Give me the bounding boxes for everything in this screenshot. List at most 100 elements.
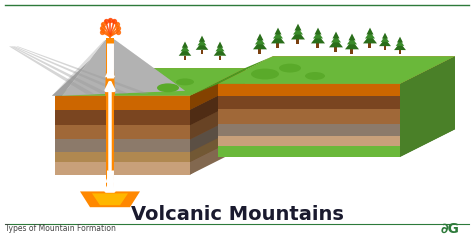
- Polygon shape: [218, 136, 400, 146]
- Polygon shape: [216, 45, 225, 51]
- Polygon shape: [255, 37, 265, 44]
- Polygon shape: [190, 82, 245, 125]
- Polygon shape: [218, 84, 400, 96]
- Polygon shape: [199, 36, 205, 42]
- Bar: [368, 43, 372, 48]
- Polygon shape: [80, 191, 140, 207]
- Polygon shape: [348, 34, 356, 41]
- Polygon shape: [274, 28, 282, 35]
- Ellipse shape: [176, 78, 194, 85]
- Polygon shape: [179, 48, 191, 56]
- Polygon shape: [13, 46, 129, 94]
- Polygon shape: [190, 56, 273, 96]
- Polygon shape: [400, 109, 455, 146]
- Polygon shape: [9, 46, 94, 94]
- Bar: [183, 56, 186, 60]
- Point: [99, 22, 107, 26]
- Ellipse shape: [251, 68, 279, 79]
- Ellipse shape: [157, 83, 179, 92]
- Polygon shape: [196, 42, 208, 50]
- Polygon shape: [11, 46, 109, 94]
- Polygon shape: [214, 48, 226, 56]
- Polygon shape: [181, 45, 190, 51]
- Point: [110, 19, 118, 23]
- Polygon shape: [313, 32, 323, 38]
- Polygon shape: [190, 112, 245, 152]
- Polygon shape: [55, 162, 190, 175]
- Polygon shape: [256, 34, 264, 41]
- Point: [98, 30, 106, 34]
- Point: [98, 26, 105, 30]
- Point: [115, 26, 122, 30]
- Polygon shape: [311, 35, 325, 43]
- Ellipse shape: [305, 72, 325, 80]
- Polygon shape: [190, 68, 245, 110]
- Point: [102, 19, 109, 23]
- Polygon shape: [55, 125, 190, 139]
- Polygon shape: [273, 32, 283, 38]
- Polygon shape: [293, 28, 303, 35]
- Polygon shape: [55, 152, 190, 162]
- Bar: [335, 47, 337, 52]
- Polygon shape: [294, 24, 301, 31]
- Polygon shape: [365, 32, 375, 38]
- Polygon shape: [400, 56, 455, 96]
- Ellipse shape: [279, 64, 301, 73]
- Polygon shape: [218, 124, 400, 136]
- Polygon shape: [190, 84, 218, 175]
- Text: ∂G: ∂G: [440, 222, 459, 236]
- Polygon shape: [55, 139, 190, 152]
- Polygon shape: [396, 40, 404, 46]
- Polygon shape: [190, 98, 245, 139]
- Polygon shape: [347, 37, 357, 44]
- Polygon shape: [400, 82, 455, 124]
- Point: [114, 30, 122, 34]
- Bar: [219, 56, 221, 60]
- Polygon shape: [379, 39, 391, 46]
- Polygon shape: [315, 28, 321, 35]
- Polygon shape: [182, 41, 188, 48]
- Polygon shape: [271, 35, 285, 43]
- Polygon shape: [55, 68, 245, 96]
- Bar: [201, 50, 203, 54]
- Polygon shape: [382, 33, 388, 39]
- Polygon shape: [218, 56, 455, 84]
- Polygon shape: [381, 36, 389, 42]
- Polygon shape: [400, 118, 455, 157]
- Polygon shape: [331, 36, 341, 42]
- Polygon shape: [55, 96, 190, 110]
- Polygon shape: [218, 109, 400, 124]
- Polygon shape: [190, 124, 245, 162]
- Polygon shape: [217, 41, 223, 48]
- Polygon shape: [218, 96, 400, 109]
- Text: Volcanic Mountains: Volcanic Mountains: [130, 205, 344, 224]
- Polygon shape: [366, 28, 374, 35]
- Polygon shape: [52, 38, 113, 96]
- Polygon shape: [55, 68, 245, 96]
- Polygon shape: [198, 39, 207, 46]
- Polygon shape: [218, 146, 400, 157]
- Polygon shape: [397, 37, 403, 42]
- Polygon shape: [345, 41, 359, 49]
- Polygon shape: [332, 32, 339, 38]
- Polygon shape: [400, 68, 455, 109]
- Polygon shape: [190, 134, 245, 175]
- Bar: [276, 43, 280, 48]
- Text: Types of Mountain Formation: Types of Mountain Formation: [5, 224, 116, 233]
- Polygon shape: [400, 56, 455, 157]
- Polygon shape: [394, 42, 406, 50]
- Polygon shape: [52, 41, 185, 96]
- Bar: [350, 49, 354, 54]
- Point: [106, 18, 114, 22]
- Polygon shape: [106, 38, 114, 189]
- Polygon shape: [16, 46, 149, 94]
- Polygon shape: [105, 41, 115, 96]
- Point: [113, 22, 121, 26]
- Bar: [384, 46, 386, 50]
- Polygon shape: [92, 193, 128, 205]
- Polygon shape: [55, 110, 190, 125]
- Bar: [399, 50, 401, 54]
- Polygon shape: [218, 56, 455, 84]
- Polygon shape: [62, 38, 185, 96]
- Polygon shape: [253, 41, 267, 49]
